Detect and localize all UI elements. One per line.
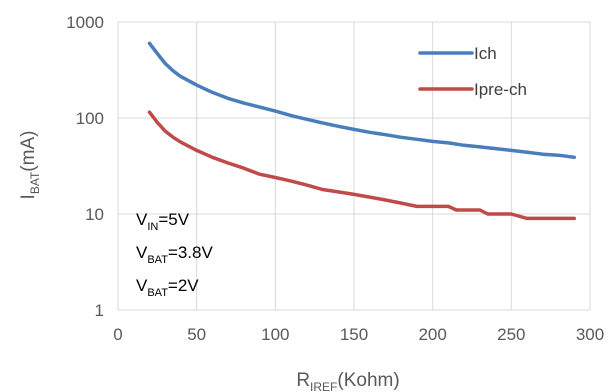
- series-line-ich: [147, 41, 577, 160]
- x-tick-label: 150: [340, 325, 368, 344]
- x-tick-label: 0: [113, 325, 122, 344]
- series-line-ipre-ch: [147, 110, 577, 221]
- x-tick-label: 100: [261, 325, 289, 344]
- x-axis-ticks: 0 50 100 150 200 250 300: [113, 325, 604, 344]
- legend-label-ich: Ich: [474, 44, 497, 63]
- legend-label-ipre-ch: Ipre-ch: [474, 80, 527, 99]
- x-tick-label: 200: [418, 325, 446, 344]
- y-tick-label: 10: [85, 205, 104, 224]
- y-axis-title: IBAT(mA): [18, 131, 42, 200]
- y-tick-label: 100: [76, 109, 104, 128]
- annotation-vbat-3-8: VBAT=3.8V: [136, 243, 213, 266]
- x-axis-title: RIREF(Kohm): [296, 370, 399, 392]
- x-tick-label: 250: [497, 325, 525, 344]
- annotations: VIN=5V VBAT=3.8V VBAT=2V: [136, 210, 213, 299]
- annotation-vin: VIN=5V: [136, 210, 190, 233]
- annotation-vbat-2: VBAT=2V: [136, 276, 199, 299]
- series-lines: [147, 41, 577, 221]
- x-tick-label: 50: [187, 325, 206, 344]
- y-axis-ticks: 1 10 100 1000: [66, 13, 104, 320]
- y-tick-label: 1: [95, 301, 104, 320]
- x-tick-label: 300: [576, 325, 604, 344]
- legend: Ich Ipre-ch: [418, 44, 527, 99]
- y-tick-label: 1000: [66, 13, 104, 32]
- gridlines: [117, 21, 591, 311]
